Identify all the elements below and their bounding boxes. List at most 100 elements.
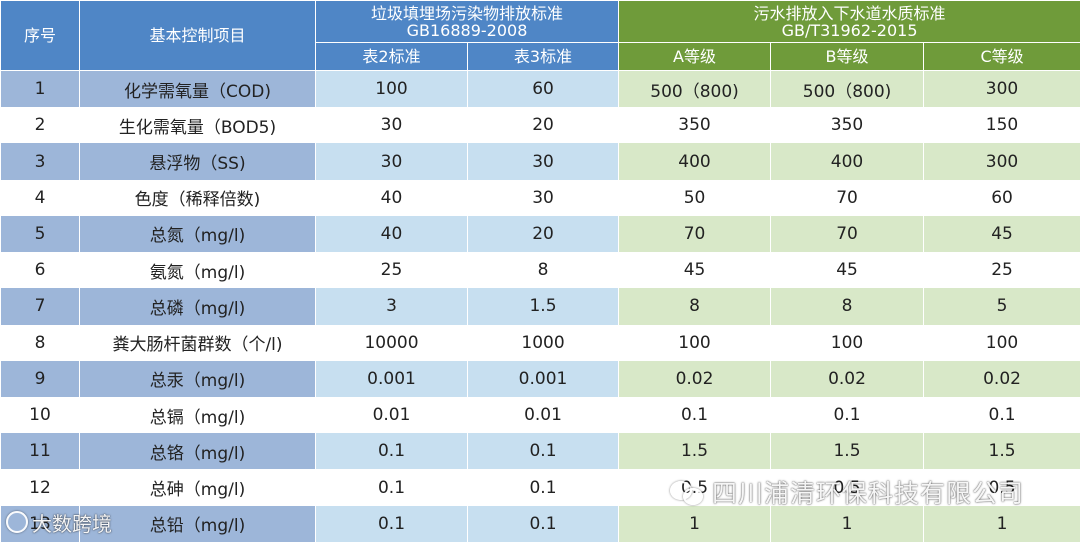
cell-no: 8	[0, 324, 80, 361]
cell-table3: 1.5	[466, 288, 620, 325]
header-table2: 表2标准	[315, 42, 468, 71]
table-row: 13 总铅（mg/l) 0.1 0.1 1 1 1	[0, 505, 1080, 542]
header-tb-code: GB/T31962-2015	[781, 20, 918, 40]
cell-table2: 25	[315, 252, 468, 289]
cell-grade-c: 0.1	[923, 396, 1080, 434]
table-row: 8 粪大肠杆菌群数（个/l) 10000 1000 100 100 100	[0, 324, 1080, 361]
cell-item: 总铬（mg/l)	[79, 433, 316, 470]
cell-item: 总磷（mg/l)	[79, 288, 316, 325]
table-row: 3 悬浮物（SS) 30 30 400 400 300	[0, 143, 1080, 180]
cell-grade-c: 5	[923, 288, 1080, 325]
cell-table2: 0.001	[315, 360, 468, 397]
cell-grade-b: 70	[770, 179, 925, 216]
cell-no: 13	[0, 505, 80, 542]
cell-item: 总镉（mg/l)	[79, 396, 316, 434]
cell-grade-a: 0.02	[618, 360, 772, 397]
cell-table2: 0.1	[315, 469, 468, 506]
cell-table3: 60	[466, 70, 620, 108]
table-row: 6 氨氮（mg/l) 25 8 45 45 25	[0, 252, 1080, 289]
cell-table2: 0.01	[315, 396, 468, 434]
table-row: 4 色度（稀释倍数) 40 30 50 70 60	[0, 179, 1080, 216]
cell-grade-a: 45	[618, 252, 772, 289]
cell-table3: 1000	[466, 324, 620, 361]
cell-no: 6	[0, 252, 80, 289]
source-watermark-text: 大数跨境	[32, 511, 112, 536]
cell-table2: 40	[315, 215, 468, 253]
cell-table3: 8	[466, 252, 620, 289]
cell-no: 10	[0, 396, 80, 434]
table-row: 5 总氮（mg/l) 40 20 70 70 45	[0, 215, 1080, 253]
cell-table3: 30	[466, 179, 620, 216]
cell-table2: 100	[315, 70, 468, 108]
wechat-icon	[670, 479, 704, 505]
cell-item: 色度（稀释倍数)	[79, 179, 316, 216]
cell-table2: 30	[315, 107, 468, 144]
table-row: 1 化学需氧量（COD) 100 60 500（800) 500（800) 30…	[0, 70, 1080, 108]
source-watermark: 大数跨境	[6, 505, 112, 539]
header-no: 序号	[0, 0, 80, 71]
cell-grade-b: 45	[770, 252, 925, 289]
header-tb: 污水排放入下水道水质标准 GB/T31962-2015	[618, 0, 1080, 43]
cell-grade-a: 350	[618, 107, 772, 144]
cell-grade-b: 400	[770, 143, 925, 180]
cell-no: 7	[0, 288, 80, 325]
table-row: 11 总铬（mg/l) 0.1 0.1 1.5 1.5 1.5	[0, 433, 1080, 470]
header-gb-title: 垃圾填埋场污染物排放标准	[371, 3, 564, 23]
cell-grade-b: 0.5	[770, 469, 925, 506]
cell-table2: 10000	[315, 324, 468, 361]
header-item: 基本控制项目	[79, 0, 316, 71]
company-watermark: 四川浦清环保科技有限公司	[670, 472, 1070, 512]
cell-table3: 20	[466, 215, 620, 253]
cell-no: 12	[0, 469, 80, 506]
cell-table3: 0.01	[466, 396, 620, 434]
cell-item: 总铅（mg/l)	[79, 505, 316, 542]
cell-item: 化学需氧量（COD)	[79, 70, 316, 108]
cell-grade-a: 100	[618, 324, 772, 361]
cell-grade-c: 1.5	[923, 433, 1080, 470]
cell-item: 总汞（mg/l)	[79, 360, 316, 397]
cell-grade-c: 1	[923, 505, 1080, 542]
cell-item: 总氮（mg/l)	[79, 215, 316, 253]
cell-table2: 0.1	[315, 505, 468, 542]
cell-table3: 30	[466, 143, 620, 180]
cell-item: 氨氮（mg/l)	[79, 252, 316, 289]
header-grade-a: A等级	[618, 42, 772, 71]
cell-grade-a: 8	[618, 288, 772, 325]
company-watermark-text: 四川浦清环保科技有限公司	[712, 479, 1025, 508]
cell-table3: 0.1	[466, 433, 620, 470]
cell-grade-a: 1.5	[618, 433, 772, 470]
cell-grade-c: 45	[923, 215, 1080, 253]
header-grade-b: B等级	[770, 42, 925, 71]
cell-grade-b: 100	[770, 324, 925, 361]
cell-table2: 40	[315, 179, 468, 216]
cell-grade-b: 0.02	[770, 360, 925, 397]
header-grade-c: C等级	[923, 42, 1080, 71]
cell-item: 总砷（mg/l)	[79, 469, 316, 506]
cell-grade-b: 70	[770, 215, 925, 253]
table-row: 10 总镉（mg/l) 0.01 0.01 0.1 0.1 0.1	[0, 396, 1080, 434]
cell-grade-c: 100	[923, 324, 1080, 361]
cell-item: 粪大肠杆菌群数（个/l)	[79, 324, 316, 361]
cell-no: 9	[0, 360, 80, 397]
cell-item: 生化需氧量（BOD5)	[79, 107, 316, 144]
header-gb-code: GB16889-2008	[406, 20, 528, 40]
cell-no: 4	[0, 179, 80, 216]
cell-grade-c: 300	[923, 70, 1080, 108]
cell-table3: 0.1	[466, 505, 620, 542]
source-logo-icon	[6, 511, 28, 533]
cell-no: 5	[0, 215, 80, 253]
cell-grade-c: 60	[923, 179, 1080, 216]
table-row: 9 总汞（mg/l) 0.001 0.001 0.02 0.02 0.02	[0, 360, 1080, 397]
cell-grade-b: 500（800)	[770, 70, 925, 108]
header-gb: 垃圾填埋场污染物排放标准 GB16889-2008	[314, 0, 620, 43]
cell-grade-c: 25	[923, 252, 1080, 289]
cell-grade-a: 50	[618, 179, 772, 216]
cell-no: 11	[0, 433, 80, 470]
cell-grade-c: 150	[923, 107, 1080, 144]
header-table3: 表3标准	[466, 42, 620, 71]
cell-table2: 3	[315, 288, 468, 325]
table-row: 2 生化需氧量（BOD5) 30 20 350 350 150	[0, 107, 1080, 144]
cell-grade-a: 1	[618, 505, 772, 542]
cell-grade-b: 350	[770, 107, 925, 144]
